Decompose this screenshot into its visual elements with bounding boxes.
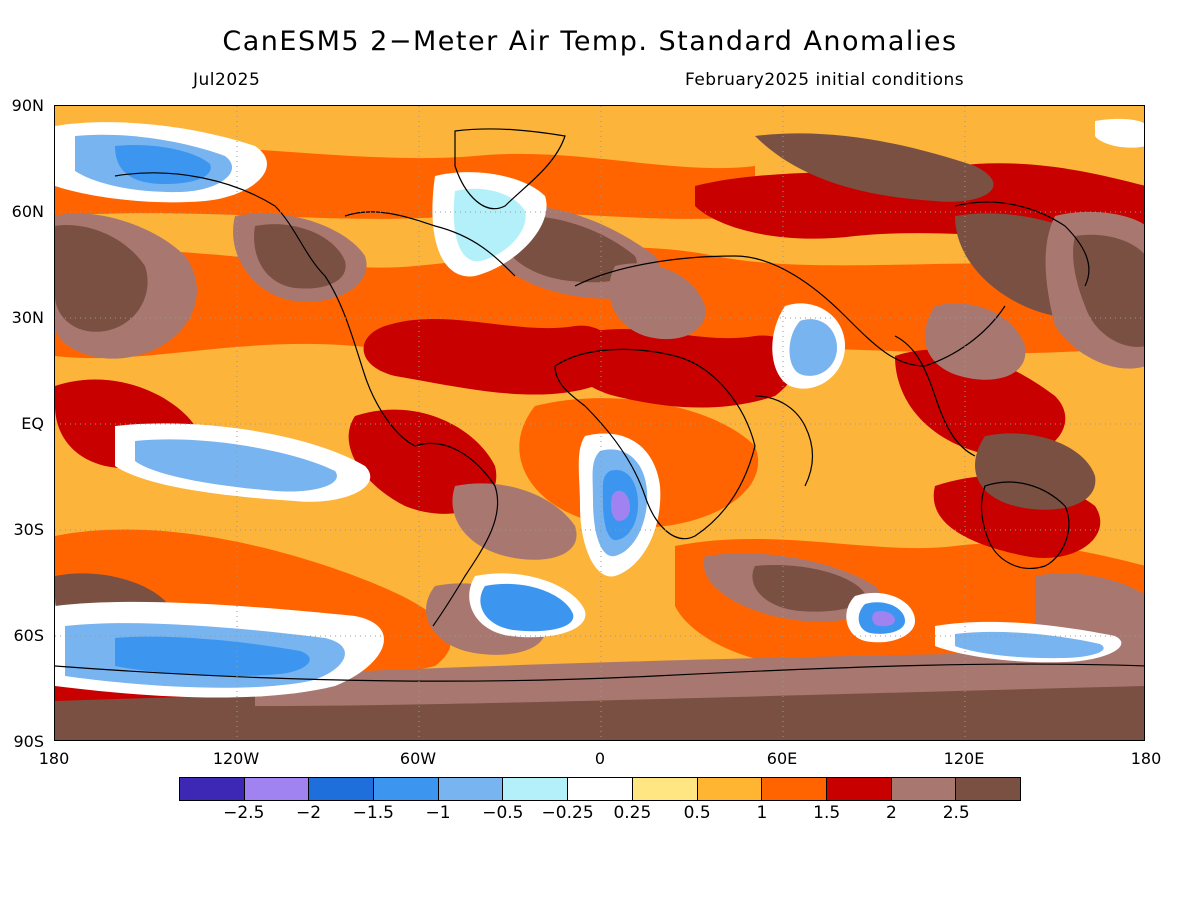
map-title: CanESM5 2−Meter Air Temp. Standard Anoma… (222, 26, 958, 57)
colorbar-swatch (438, 778, 504, 800)
colorbar-label: −2 (296, 803, 322, 823)
colorbar-swatch (568, 778, 633, 800)
colorbar-label: −1.5 (352, 803, 394, 823)
colorbar (179, 777, 1021, 801)
lat-label-90s: 90S (13, 732, 44, 751)
colorbar-swatch (891, 778, 957, 800)
colorbar-label: −0.5 (482, 803, 524, 823)
cold-anomaly-areas (55, 118, 1144, 698)
lat-label-60n: 60N (11, 202, 44, 221)
colorbar-swatch (762, 778, 827, 800)
anomaly-map-svg (55, 106, 1144, 740)
colorbar-label: −0.25 (541, 803, 594, 823)
lat-label-90n: 90N (11, 96, 44, 115)
colorbar-label: −2.5 (223, 803, 265, 823)
colorbar-swatch (244, 778, 310, 800)
colorbar-label: 1.5 (813, 803, 841, 823)
colorbar-swatch (632, 778, 698, 800)
colorbar-label: 0.25 (613, 803, 652, 823)
colorbar-label: 0.5 (683, 803, 711, 823)
lat-label-eq: EQ (21, 414, 44, 433)
lon-label-180w: 180 (38, 749, 70, 768)
colorbar-swatch (374, 778, 439, 800)
coastlines (55, 128, 1144, 682)
lon-label-60w: 60W (399, 749, 437, 768)
lat-label-60s: 60S (13, 626, 44, 645)
colorbar-label: 2.5 (942, 803, 970, 823)
lat-label-30n: 30N (11, 308, 44, 327)
colorbar-swatch (697, 778, 763, 800)
colorbar-label: 1 (756, 803, 768, 823)
extreme-warm-anomaly-areas (55, 133, 1144, 740)
lon-label-120w: 120W (212, 749, 260, 768)
lon-label-60e: 60E (766, 749, 798, 768)
lat-label-30s: 30S (13, 520, 44, 539)
colorbar-label: 2 (886, 803, 897, 823)
anomaly-map (54, 105, 1145, 741)
colorbar-swatch (180, 778, 245, 800)
lon-label-120e: 120E (943, 749, 985, 768)
colorbar-swatch (826, 778, 892, 800)
valid-month: Jul2025 (193, 70, 261, 90)
lon-label-180e: 180 (1130, 749, 1162, 768)
colorbar-label: −1 (425, 803, 451, 823)
colorbar-swatch (956, 778, 1020, 800)
gridlines (55, 106, 1144, 740)
colorbar-swatch (309, 778, 375, 800)
lon-label-0: 0 (594, 749, 606, 768)
initial-conditions-label: February2025 initial conditions (685, 70, 965, 90)
colorbar-swatch (503, 778, 569, 800)
